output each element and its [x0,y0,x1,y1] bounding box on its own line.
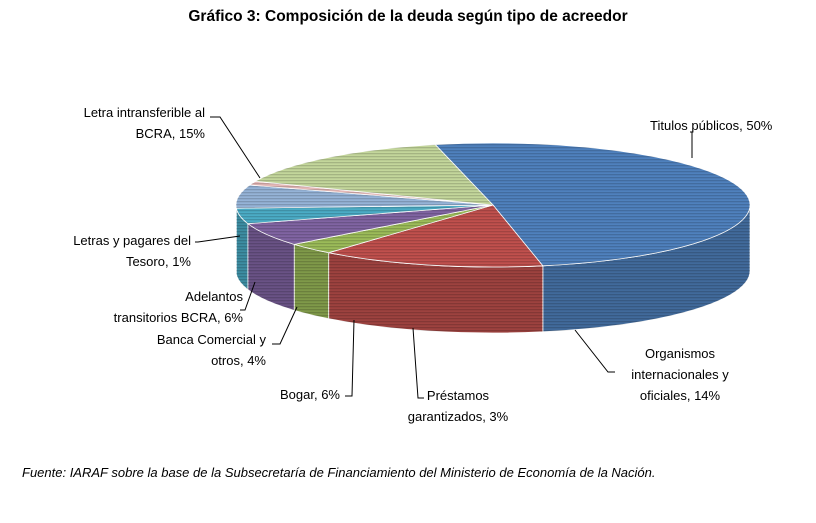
slice-label-letras-y-pagares-del-tesoro: Letras y pagares del Tesoro, 1% [73,233,191,269]
slice-label-titulos-publicos: Titulos públicos, 50% [650,118,773,133]
pie-slice-texture [328,205,543,267]
pie-side-texture [247,223,295,311]
pie-side-texture [294,244,329,319]
leader-line-adelantos-transitorios-bcra [240,281,256,311]
leader-line-titulos-publicos [690,131,693,158]
slice-label-organismos-internacionales-y-oficiales: Organismos internacionales y oficiales, 14… [631,346,729,403]
slice-label-line: Letra intransferible al [84,105,206,120]
slice-label-line: Titulos públicos, 50% [650,118,773,133]
slice-label-line: Banca Comercial y [157,332,267,347]
slice-label-line: Préstamos [427,388,490,403]
slice-label-adelantos-transitorios-bcra: Adelantos transitorios BCRA, 6% [114,289,244,325]
slice-label-line: otros, 4% [211,353,266,368]
slice-label-line: transitorios BCRA, 6% [114,310,244,325]
slice-label-line: Adelantos [185,289,243,304]
source-note: Fuente: IARAF sobre la base de la Subsec… [22,465,656,480]
slice-label-line: Organismos [645,346,716,361]
slice-label-line: Bogar, 6% [280,387,340,402]
leader-line-banca-comercial-y-otros [272,306,298,345]
pie-side-texture [236,208,248,290]
leader-line-prestamos-garantizados [412,327,424,399]
leader-line-letra-intransferible-al-bcra [210,116,261,179]
slice-label-bogar: Bogar, 6% [280,387,340,402]
leader-line-bogar [345,319,355,397]
chart-title: Gráfico 3: Composición de la deuda según… [188,8,628,25]
pie-slice-texture [294,205,493,253]
leader-line-organismos-internacionales-y-oficiales [574,329,615,373]
slice-label-banca-comercial-y-otros: Banca Comercial y otros, 4% [157,332,267,368]
pie-side-texture [328,252,543,333]
leader-line-letras-y-pagares-del-tesoro [195,235,241,243]
slice-label-letra-intransferible-al-bcra: Letra intransferible al BCRA, 15% [84,105,206,141]
slice-label-line: oficiales, 14% [640,388,721,403]
slice-label-line: internacionales y [631,367,729,382]
slice-label-line: garantizados, 3% [408,409,509,424]
pie-side-texture [542,205,750,332]
slice-label-line: Letras y pagares del [73,233,191,248]
slice-label-line: Tesoro, 1% [126,254,191,269]
slice-label-line: BCRA, 15% [136,126,206,141]
pie-slice-texture [247,205,493,245]
slice-label-prestamos-garantizados: Préstamos garantizados, 3% [408,388,509,424]
pie-slice-texture [236,205,493,224]
pie-slice-texture [255,144,493,205]
pie-chart: Titulos públicos, 50% Organismos internaci… [73,105,773,424]
pie-slice-texture [435,142,751,266]
pie-slice-texture [236,185,493,209]
